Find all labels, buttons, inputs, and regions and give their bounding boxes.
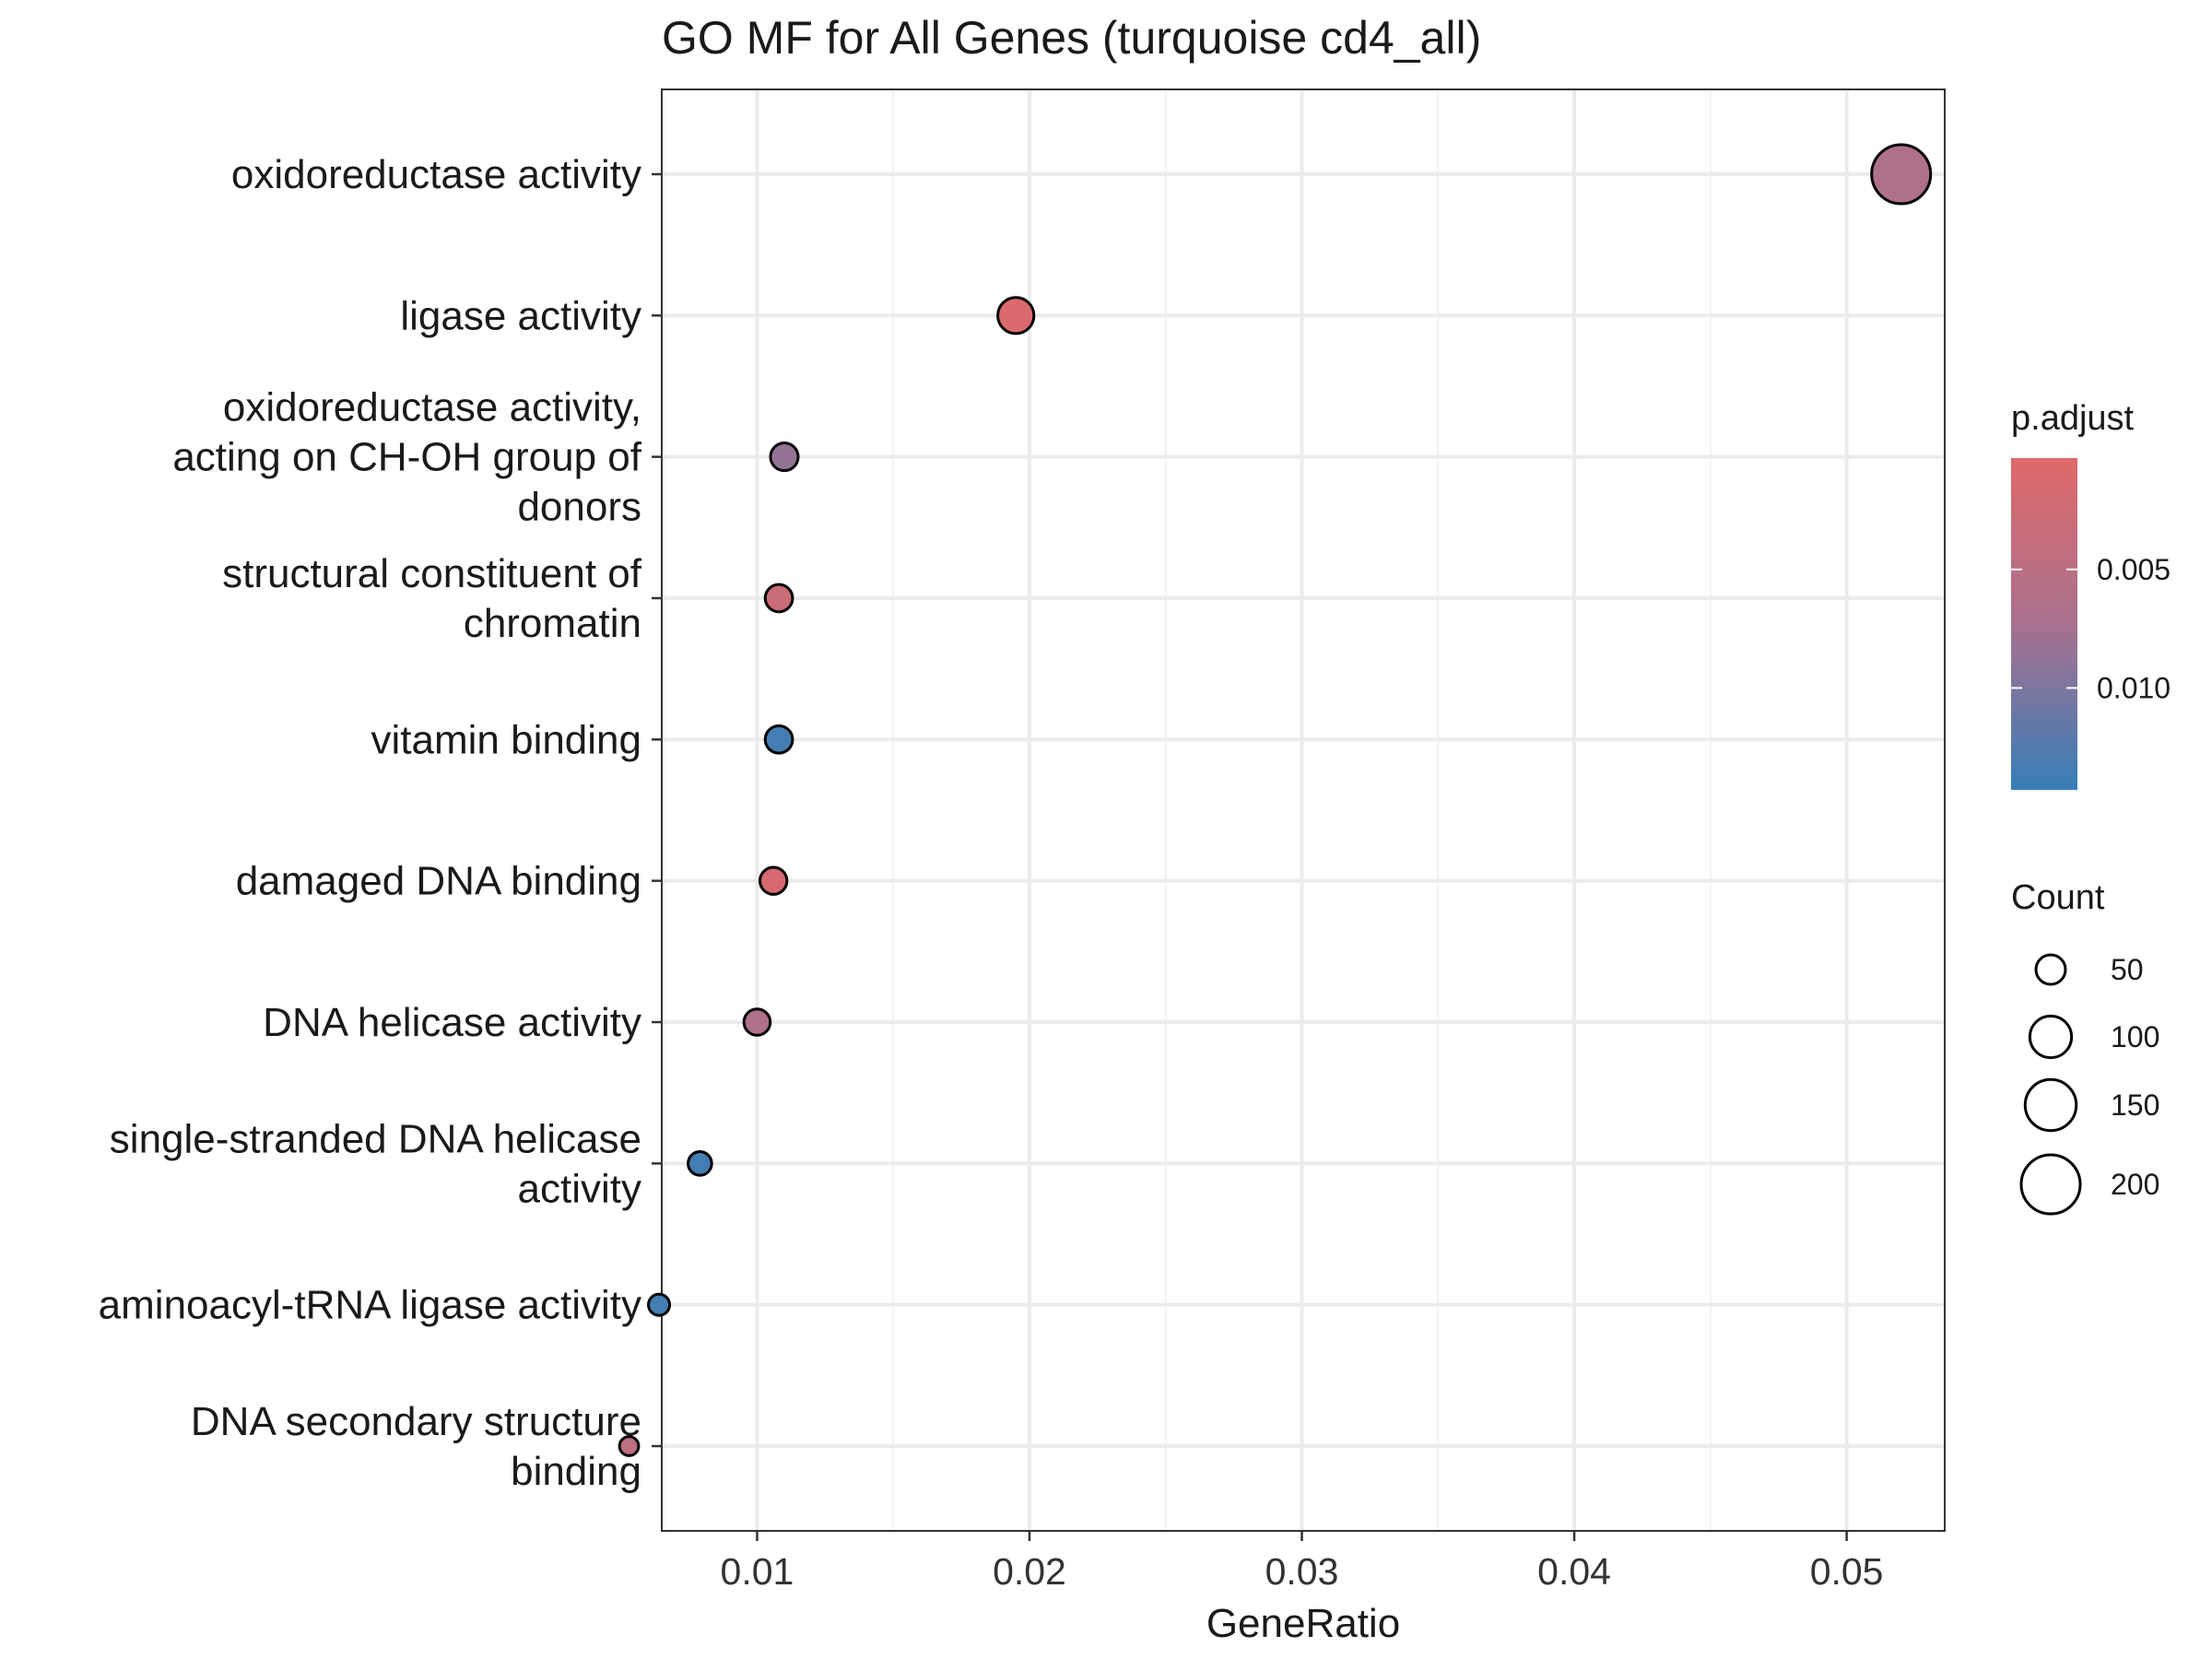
- data-point: [769, 441, 800, 473]
- plot-panel-border: [661, 88, 1946, 1532]
- y-category-label-line: DNA helicase activity: [263, 1000, 641, 1045]
- y-category-label-line: ligase activity: [400, 293, 641, 338]
- x-tick-label: 0.01: [721, 1550, 794, 1593]
- color-legend-tick-label: 0.010: [2097, 671, 2171, 704]
- y-category-label: damaged DNA binding: [236, 859, 641, 904]
- y-category-label-line: activity: [518, 1166, 641, 1211]
- size-legend-circle: [2023, 1077, 2078, 1133]
- data-point: [996, 296, 1036, 335]
- y-category-label-line: structural constituent of: [222, 551, 642, 596]
- x-axis-title: GeneRatio: [1206, 1601, 1400, 1646]
- size-legend-label: 100: [2111, 1020, 2159, 1053]
- y-category-label: oxidoreductase activity, acting on CH-OH …: [172, 385, 641, 530]
- size-legend-label: 150: [2111, 1088, 2159, 1122]
- x-tick-label: 0.02: [993, 1550, 1066, 1593]
- y-category-label: oxidoreductase activity: [231, 152, 641, 197]
- color-legend-gradient-bar: [2011, 458, 2077, 790]
- color-legend: p.adjust 0.005 0.010: [2011, 399, 2171, 790]
- chart-title: GO MF for All Genes (turquoise cd4_all): [662, 12, 1481, 64]
- size-legend-circle: [2028, 1014, 2074, 1060]
- size-legend-circle: [2019, 1153, 2082, 1216]
- y-category-label-line: chromatin: [464, 601, 641, 646]
- data-point: [763, 724, 794, 755]
- y-category-label-line: damaged DNA binding: [236, 859, 641, 904]
- data-point: [647, 1292, 672, 1317]
- color-legend-ticks: 0.005 0.010: [2011, 553, 2171, 704]
- data-point: [763, 582, 794, 614]
- x-tick-label: 0.03: [1265, 1550, 1339, 1593]
- y-category-label-line: DNA secondary structure: [191, 1399, 641, 1444]
- y-category-label-line: donors: [517, 485, 641, 530]
- x-axis: 0.01 0.02 0.03 0.04 0.05: [721, 1531, 1884, 1593]
- y-category-label-line: aminoacyl-tRNA ligase activity: [99, 1283, 641, 1328]
- data-point: [742, 1007, 772, 1037]
- y-axis: oxidoreductase activity ligase activity ox…: [99, 152, 662, 1494]
- y-category-label: vitamin binding: [371, 717, 642, 762]
- color-legend-tick-label: 0.005: [2097, 553, 2171, 586]
- color-legend-title: p.adjust: [2011, 399, 2135, 438]
- y-category-label: DNA secondary structure binding: [191, 1399, 641, 1494]
- y-category-label-line: oxidoreductase activity,: [223, 385, 641, 430]
- y-category-label-line: oxidoreductase activity: [231, 152, 641, 197]
- x-tick-label: 0.04: [1537, 1550, 1611, 1593]
- data-point: [759, 865, 789, 896]
- size-legend-label: 50: [2111, 953, 2144, 986]
- size-legend-circle: [2034, 953, 2067, 986]
- y-category-label-line: acting on CH-OH group of: [172, 435, 641, 480]
- y-category-label-line: vitamin binding: [371, 717, 642, 762]
- y-category-label-line: binding: [511, 1449, 641, 1494]
- size-legend-title: Count: [2011, 878, 2105, 917]
- y-category-label: aminoacyl-tRNA ligase activity: [99, 1283, 641, 1328]
- y-category-label-line: single-stranded DNA helicase: [110, 1116, 641, 1161]
- gridlines: [662, 89, 1945, 1531]
- size-legend: Count 50 100 150 200: [2011, 878, 2159, 1216]
- data-point: [618, 1435, 641, 1457]
- data-point: [1870, 143, 1933, 206]
- y-category-label: single-stranded DNA helicase activity: [110, 1116, 641, 1211]
- y-category-label: DNA helicase activity: [263, 1000, 641, 1045]
- size-legend-items: 50 100 150 200: [2019, 953, 2159, 1216]
- size-legend-label: 200: [2111, 1168, 2159, 1201]
- x-tick-label: 0.05: [1810, 1550, 1884, 1593]
- data-points: [618, 143, 1933, 1457]
- y-category-label: ligase activity: [400, 293, 641, 338]
- y-category-label: structural constituent of chromatin: [222, 551, 642, 646]
- data-point: [687, 1150, 713, 1177]
